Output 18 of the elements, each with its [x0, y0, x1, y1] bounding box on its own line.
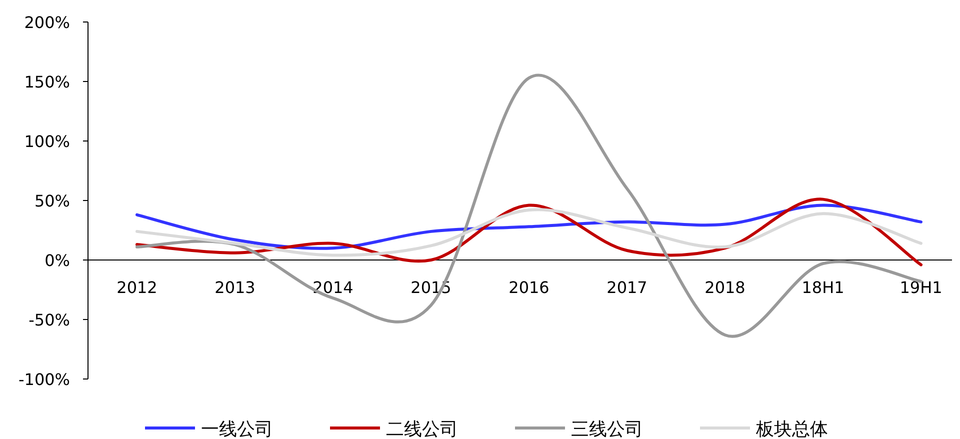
y-tick-label: -100%: [18, 370, 70, 389]
x-tick-label: 2013: [214, 278, 256, 297]
y-tick-label: 0%: [44, 251, 70, 270]
y-tick-label: -50%: [28, 310, 70, 330]
x-tick-label: 2017: [606, 278, 648, 297]
y-tick-label: 200%: [24, 13, 70, 32]
y-tick-label: 50%: [34, 192, 70, 210]
x-tick-label: 19H1: [900, 278, 942, 297]
y-tick-label: 100%: [24, 132, 70, 151]
x-tick-label: 2012: [116, 278, 158, 297]
legend-label: 一线公司: [201, 419, 273, 439]
legend-label: 板块总体: [755, 419, 828, 439]
legend-label: 二线公司: [386, 419, 458, 439]
legend-label: 三线公司: [571, 419, 643, 439]
x-tick-label: 18H1: [802, 278, 844, 297]
x-tick-label: 2016: [508, 278, 550, 297]
x-tick-label: 2018: [704, 278, 746, 297]
y-tick-label: 150%: [24, 72, 70, 92]
